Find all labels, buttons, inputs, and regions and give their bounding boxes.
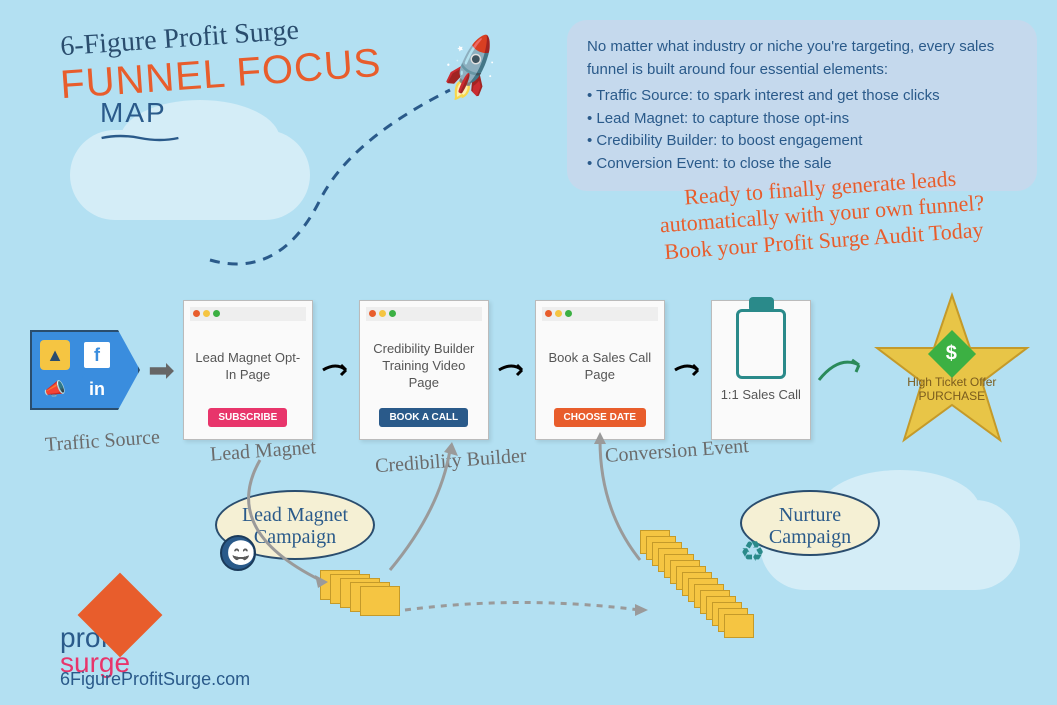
sales-call-card: 1:1 Sales Call [711, 300, 811, 440]
recycle-icon: ♻ [740, 535, 765, 568]
goal-star: $ High Ticket Offer PURCHASE [872, 290, 1032, 450]
funnel-flow: ▲ f 📣 in ➡ Lead Magnet Opt-In Page SUBSC… [30, 290, 1037, 450]
linkedin-icon: in [82, 374, 112, 404]
hand-arrow-icon [497, 360, 527, 380]
card-title: Lead Magnet Opt-In Page [190, 325, 306, 408]
megaphone-icon: 📣 [40, 374, 70, 404]
logo: profit surge [60, 585, 150, 675]
facebook-icon: f [82, 340, 112, 370]
callout-bullet: Traffic Source: to spark interest and ge… [587, 85, 1017, 108]
callout-bullet: Lead Magnet: to capture those opt-ins [587, 108, 1017, 131]
dollar-badge-icon: $ [928, 330, 976, 378]
hand-arrow-icon [321, 360, 351, 380]
curve-arrow [200, 430, 460, 600]
traffic-source-block: ▲ f 📣 in [30, 330, 140, 410]
callout-list: Traffic Source: to spark interest and ge… [587, 85, 1017, 175]
choose-date-button[interactable]: CHOOSE DATE [554, 408, 647, 427]
google-ads-icon: ▲ [40, 340, 70, 370]
dotted-arrow [400, 590, 650, 630]
subscribe-button[interactable]: SUBSCRIBE [208, 408, 287, 427]
lead-magnet-card: Lead Magnet Opt-In Page SUBSCRIBE [183, 300, 313, 440]
credibility-card: Credibility Builder Training Video Page … [359, 300, 489, 440]
goal-line2: PURCHASE [918, 389, 985, 403]
brand-url: 6FigureProfitSurge.com [60, 669, 250, 690]
callout-bullet: Credibility Builder: to boost engagement [587, 130, 1017, 153]
goal-line1: High Ticket Offer [907, 375, 996, 389]
callout-intro: No matter what industry or niche you're … [587, 36, 1017, 81]
phone-icon [736, 309, 786, 379]
card-title: Credibility Builder Training Video Page [366, 325, 482, 408]
title-underline [90, 134, 190, 142]
hand-arrow-icon [673, 360, 703, 380]
sales-call-label: 1:1 Sales Call [721, 387, 801, 402]
curve-arrow [540, 430, 660, 580]
green-arrow-icon [814, 350, 864, 390]
card-title: Book a Sales Call Page [542, 325, 658, 408]
sales-call-page-card: Book a Sales Call Page CHOOSE DATE [535, 300, 665, 440]
rocket-trail [200, 80, 460, 280]
campaign-label: Nurture Campaign [769, 504, 851, 548]
arrow-icon: ➡ [148, 351, 175, 389]
book-call-button[interactable]: BOOK A CALL [379, 408, 468, 427]
